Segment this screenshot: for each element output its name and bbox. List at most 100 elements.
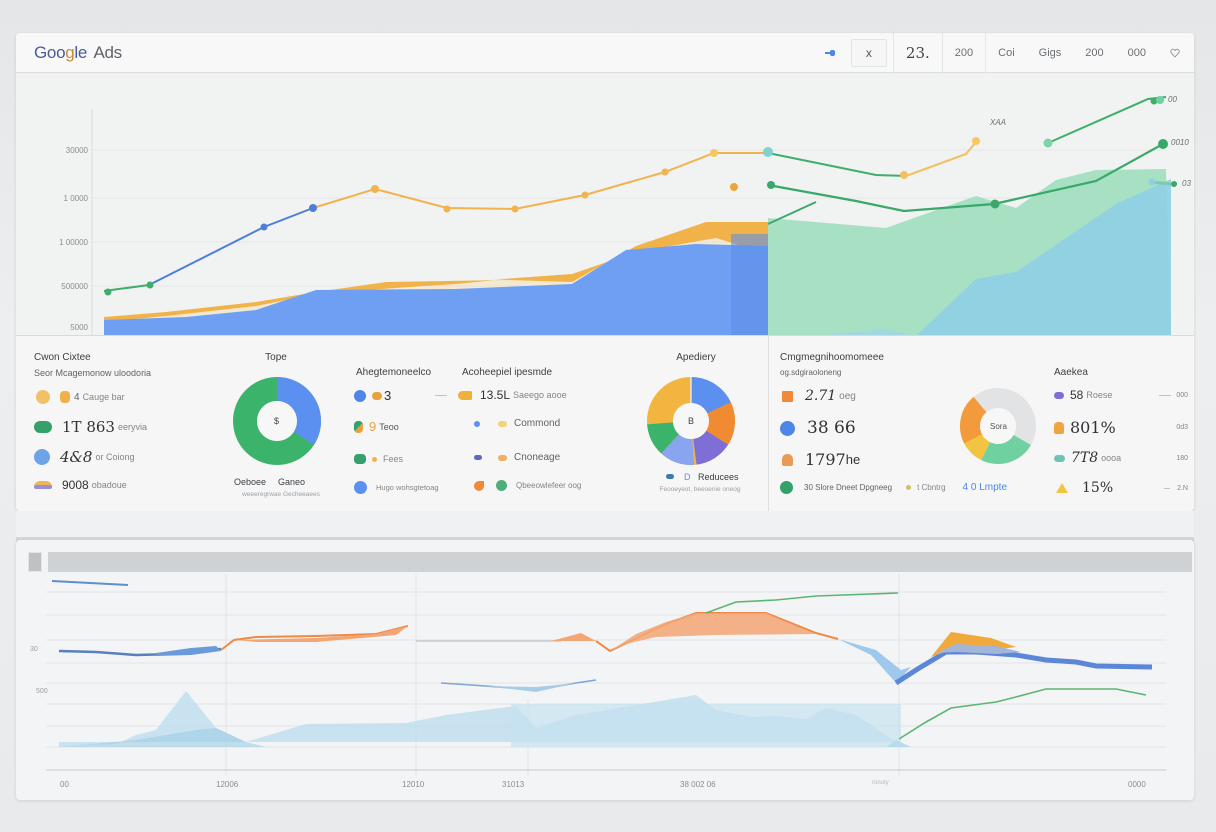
donut-center-label: Sora xyxy=(990,422,1007,431)
header-item[interactable]: Coi xyxy=(985,33,1027,73)
tag-icon xyxy=(372,391,382,400)
panel-title: Cwon Cixtee xyxy=(34,352,91,363)
stat-note: Saeego aooe xyxy=(513,390,567,400)
stat-row[interactable]: 1T 863 eeryvia xyxy=(34,418,147,436)
header-item[interactable]: 200 xyxy=(954,47,974,59)
stat-note: eeryvia xyxy=(117,422,147,432)
panel-title: Cmgmegnihoomomeee xyxy=(780,352,884,363)
legend-item[interactable]: Ganeo xyxy=(278,477,306,487)
stat-row[interactable]: 9 Teoo xyxy=(354,419,399,434)
pin-icon[interactable] xyxy=(824,50,835,56)
x-axis-label: 31013 xyxy=(502,780,525,789)
stat-value: 38 66 xyxy=(807,418,856,438)
arrow-icon xyxy=(458,390,472,400)
stat-row[interactable]: 4 Cauge bar xyxy=(36,390,125,404)
google-ads-logo[interactable]: Google Ads xyxy=(34,43,122,63)
stat-row[interactable]: Fees xyxy=(354,454,403,464)
data-point-label: 03 xyxy=(1182,179,1191,188)
refresh-icon xyxy=(780,481,793,494)
donut-subtitle: Feooeyeot, beeoenie oneog xyxy=(659,486,741,493)
legend-item[interactable]: D xyxy=(684,472,691,482)
performance-area-chart[interactable]: 30000 1 0000 1 00000 500000 5000 XAA 00 … xyxy=(16,74,1194,336)
panel-subtitle: og.sdgiraoloneng xyxy=(780,368,842,377)
stat-value: 9008 xyxy=(62,478,89,492)
panel-audience: Acoheepiel ipesmde 13.5L Saeego aooe Com… xyxy=(456,336,646,511)
donut-chart-sora[interactable] xyxy=(958,386,1038,466)
y-axis-label: 500 xyxy=(36,688,48,695)
stat-note: Commond xyxy=(514,418,561,429)
chat-round-icon xyxy=(780,420,795,436)
stat-row[interactable]: Qbeeowlefeer oog xyxy=(474,480,581,491)
square-icon xyxy=(372,456,377,462)
stat-row[interactable]: 3 xyxy=(354,388,448,403)
close-button[interactable]: x xyxy=(850,39,887,67)
chat-icon xyxy=(34,449,50,465)
legend-item[interactable]: Oeboee xyxy=(234,477,267,487)
header-item[interactable]: 200 xyxy=(1085,47,1104,59)
panel-campaign-performance: Cmgmegnihoomomeee og.sdgiraoloneng 2.71 … xyxy=(768,336,1048,511)
stat-row[interactable]: 801% 0d3 xyxy=(1054,418,1188,437)
trend-line-chart[interactable] xyxy=(16,540,1194,800)
stat-value: 1T 863 xyxy=(62,418,115,436)
card-icon xyxy=(1054,391,1064,399)
flag-icon xyxy=(782,390,793,402)
stat-footer[interactable]: 30 Slore Dneet Dpgneeg t Cbntrg 4 0 Lmpt… xyxy=(780,481,1007,494)
stat-row[interactable]: 4&8 or Coiong xyxy=(34,448,134,466)
stat-row[interactable]: 38 66 xyxy=(780,418,856,438)
stat-value: 1797 xyxy=(805,450,846,469)
stat-row[interactable]: Hugo wohsgtetoag xyxy=(354,481,439,494)
top-header: Google Ads x 23. 200 Coi Gigs 200 000 xyxy=(16,33,1194,73)
donut-title: Tope xyxy=(265,352,287,363)
header-item[interactable]: 000 xyxy=(1127,47,1146,59)
stat-row[interactable]: 7T8 oooa 180 xyxy=(1054,450,1188,466)
stat-right: 180 xyxy=(1176,454,1188,462)
stat-note: oeg xyxy=(839,390,856,402)
donut-chart[interactable] xyxy=(646,376,736,466)
stat-row[interactable]: 13.5L Saeego aooe xyxy=(458,388,567,402)
stat-row[interactable]: Commond xyxy=(474,418,560,429)
header-toolbar: x 23. 200 Coi Gigs 200 000 xyxy=(824,33,1194,73)
stat-value: 4&8 xyxy=(60,448,93,466)
logo-part: Goo xyxy=(34,43,66,62)
donut-chart[interactable] xyxy=(232,376,322,466)
panel-title: Acoheepiel ipesmde xyxy=(462,367,553,378)
user-icon xyxy=(782,453,793,466)
header-item[interactable]: Gigs xyxy=(1038,47,1062,59)
stats-row: Cwon Cixtee Seor Mcagemonow uloodoria 4 … xyxy=(16,335,1194,511)
stat-value: 4 xyxy=(74,391,80,403)
stat-note: oooa xyxy=(1101,453,1122,463)
stat-value: 13.5L xyxy=(480,388,511,402)
y-axis-label: 1 0000 xyxy=(63,194,88,203)
stat-row[interactable]: 15% 2.N xyxy=(1056,480,1188,496)
legend-item[interactable]: Reducees xyxy=(698,472,739,482)
stat-value: 2.71 xyxy=(805,388,837,404)
trend-chart-card: 30 500 00 12006 12010 31013 38 002 06 ro… xyxy=(16,540,1194,800)
panel-divider xyxy=(768,336,769,511)
scrollbar-handle[interactable] xyxy=(28,552,42,572)
footer-text: t Cbntrg xyxy=(917,483,946,492)
stat-value: 801% xyxy=(1070,418,1116,437)
x-axis-label: 12010 xyxy=(402,780,425,789)
range-scrollbar[interactable] xyxy=(48,552,1192,572)
shield-icon xyxy=(496,480,507,491)
stat-row[interactable]: 1797 he xyxy=(782,450,860,469)
heart-icon[interactable] xyxy=(1158,33,1194,73)
stat-note: Cauge bar xyxy=(82,392,125,402)
stat-row[interactable]: 9008 obadoue xyxy=(34,478,127,492)
thumb-icon xyxy=(354,454,366,464)
header-count[interactable]: 23. xyxy=(892,33,943,73)
y-axis-label: 500000 xyxy=(61,282,88,291)
donut-subtitle: weeeregrwae Gecheeaees xyxy=(242,491,320,498)
y-axis-label: 1 00000 xyxy=(59,238,88,247)
panel-overview: Cwon Cixtee Seor Mcagemonow uloodoria 4 … xyxy=(16,336,226,511)
stat-note: obadoue xyxy=(91,480,127,490)
stat-row[interactable]: 2.71 oeg xyxy=(782,388,856,404)
logo-suffix: Ads xyxy=(93,43,122,62)
cloud-icon xyxy=(34,421,52,433)
donut-title: Apediery xyxy=(676,352,716,363)
stat-right: 000 xyxy=(1176,391,1188,399)
stat-note: Hugo wohsgtetoag xyxy=(376,483,439,492)
stat-row[interactable]: Cnoneage xyxy=(474,452,560,463)
stat-row[interactable]: 58 Roese 000 xyxy=(1054,388,1188,402)
dashboard-window: Google Ads x 23. 200 Coi Gigs 200 000 xyxy=(16,33,1194,511)
